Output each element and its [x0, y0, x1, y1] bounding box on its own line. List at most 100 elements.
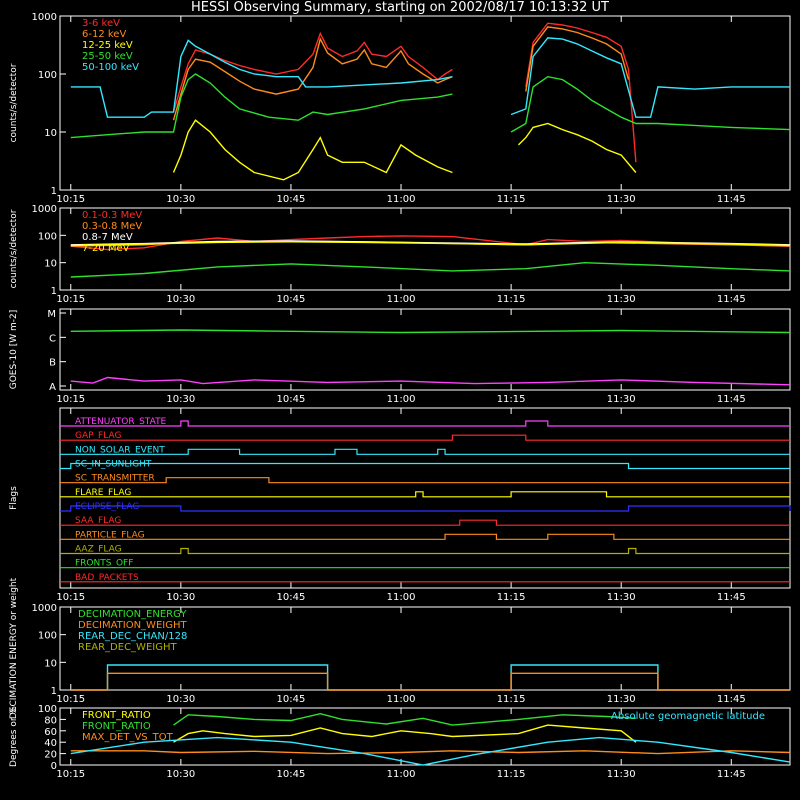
flag-label: BAD_PACKETS — [75, 573, 139, 583]
panel5-ytick-label: 10 — [44, 658, 57, 669]
panel4-group — [59, 407, 791, 589]
panel5-xtick-label: 11:15 — [497, 694, 526, 705]
panel3-xtick-label: 10:15 — [56, 394, 85, 405]
panel4-xtick-label: 11:45 — [717, 592, 746, 603]
panel2-xtick-label: 11:30 — [607, 294, 636, 305]
panel1-legend-entry: 12-25 keV — [82, 40, 133, 51]
flag-label: FLARE_FLAG — [75, 488, 131, 498]
flag-label: AAZ_FLAG — [75, 545, 122, 555]
panel2-group — [59, 207, 791, 291]
panel2-ytick-label: 1 — [51, 286, 57, 297]
panel5-xtick-label: 10:15 — [56, 694, 85, 705]
panel1-ylabel: counts/s/detector — [9, 63, 19, 142]
panel2-ylabel: counts/s/detector — [9, 209, 19, 288]
flag-line — [60, 547, 790, 555]
flag-line — [60, 477, 790, 484]
flag-label: SC_IN_SUNLIGHT — [75, 460, 152, 470]
panel2-legend-entry: 0.3-0.8 MeV — [82, 221, 142, 232]
panel6-annotation: Absolute geomagnetic latitude — [611, 711, 765, 722]
panel6-ytick-label: 40 — [44, 738, 57, 749]
flag-label: ATTENUATOR_STATE — [75, 417, 167, 427]
flag-line — [60, 448, 790, 455]
panel2-series-line — [70, 261, 791, 278]
panel2-xtick-label: 11:15 — [497, 294, 526, 305]
panel1-series-line — [525, 22, 637, 163]
panel2-legend-entry: 0.8-7 MeV — [82, 232, 133, 243]
panel6-xtick-label: 11:00 — [387, 769, 416, 780]
panel4-xtick-label: 11:30 — [607, 592, 636, 603]
panel6-ytick-label: 0 — [51, 761, 57, 772]
panel6-ytick-label: 20 — [44, 750, 57, 761]
panel1-ytick-label: 10 — [44, 128, 57, 139]
panel4-xtick-label: 10:30 — [166, 592, 195, 603]
panel1-ytick-label: 1000 — [32, 12, 57, 23]
panel6-xtick-label: 11:45 — [717, 769, 746, 780]
panel4-xtick-label: 11:00 — [387, 592, 416, 603]
panel3-xtick-label: 11:30 — [607, 394, 636, 405]
panel6-xtick-label: 11:15 — [497, 769, 526, 780]
flag-line — [60, 462, 790, 470]
flag-label: SAA_FLAG — [75, 516, 121, 526]
panel1-group — [59, 15, 791, 191]
panel6-xtick-label: 10:45 — [277, 769, 306, 780]
panel6-ytick-label: 60 — [44, 727, 57, 738]
panel6-xtick-label: 10:30 — [166, 769, 195, 780]
panel2-ytick-label: 1000 — [32, 204, 57, 215]
panel4-xtick-label: 11:15 — [497, 592, 526, 603]
panel6-legend-entry: FRONT_RATIO — [82, 710, 151, 721]
flag-line — [60, 519, 790, 526]
panel2-xtick-label: 11:00 — [387, 294, 416, 305]
panel5-ytick-label: 1000 — [32, 603, 57, 614]
panel4-ylabel: Flags — [9, 486, 19, 510]
panel5-xtick-label: 11:45 — [717, 694, 746, 705]
panel1-xtick-label: 10:15 — [56, 194, 85, 205]
panel5-legend-entry: DECIMATION_WEIGHT — [78, 620, 187, 631]
flag-line — [60, 434, 790, 441]
panel6-ylabel: Degrees or % — [9, 706, 19, 767]
panel3-frame — [59, 308, 791, 391]
panel2-xtick-label: 10:30 — [166, 294, 195, 305]
panel2-ytick-label: 100 — [38, 231, 57, 242]
flag-label: SC_TRANSMITTER — [75, 474, 155, 484]
chart-title: HESSI Observing Summary, starting on 200… — [191, 0, 609, 15]
panel1-frame — [59, 15, 791, 191]
flag-label: PARTICLE_FLAG — [75, 530, 145, 540]
panel5-legend-entry: REAR_DEC_CHAN/128 — [78, 631, 187, 642]
panel3-xtick-label: 11:00 — [387, 394, 416, 405]
panel1-legend-entry: 6-12 keV — [82, 29, 126, 40]
panel3-ylevel-label: M — [47, 309, 56, 320]
panel3-xtick-label: 10:30 — [166, 394, 195, 405]
panel1-series-line — [70, 73, 453, 139]
panel4-xtick-label: 10:15 — [56, 592, 85, 603]
panel1-series-line — [172, 31, 453, 113]
panel1-legend-entry: 25-50 keV — [82, 51, 133, 62]
panel1-ytick-label: 100 — [38, 70, 57, 81]
panel6-series-line — [70, 736, 791, 766]
panel5-ytick-label: 100 — [38, 631, 57, 642]
panel3-group — [59, 308, 791, 391]
panel2-ytick-label: 10 — [44, 259, 57, 270]
panel1-series-line — [510, 75, 791, 133]
panel1-series-line — [510, 37, 790, 118]
panel3-ylevel-label: C — [49, 333, 56, 344]
panel3-series-line — [70, 376, 791, 386]
panel5-xtick-label: 11:30 — [607, 694, 636, 705]
flag-line — [60, 533, 790, 540]
panel3-xtick-label: 10:45 — [277, 394, 306, 405]
panel1-series-line — [172, 119, 453, 181]
panel5-xtick-label: 11:00 — [387, 694, 416, 705]
panel1-xtick-label: 11:15 — [497, 194, 526, 205]
flag-label: FRONTS_OFF — [75, 559, 133, 569]
flag-line — [60, 505, 791, 512]
panel1-series-line — [172, 37, 453, 121]
panel6-legend-entry: FRONT_RATIO — [82, 721, 151, 732]
flag-label: NON_SOLAR_EVENT — [75, 445, 165, 455]
panel3-xtick-label: 11:45 — [717, 394, 746, 405]
panel5-ytick-label: 1 — [51, 686, 57, 697]
panel6-series-line — [173, 712, 636, 726]
panel5-series-line — [70, 664, 790, 691]
panel6-ytick-label: 80 — [44, 715, 57, 726]
panel1-xtick-label: 11:30 — [607, 194, 636, 205]
panel5-group — [59, 606, 791, 691]
